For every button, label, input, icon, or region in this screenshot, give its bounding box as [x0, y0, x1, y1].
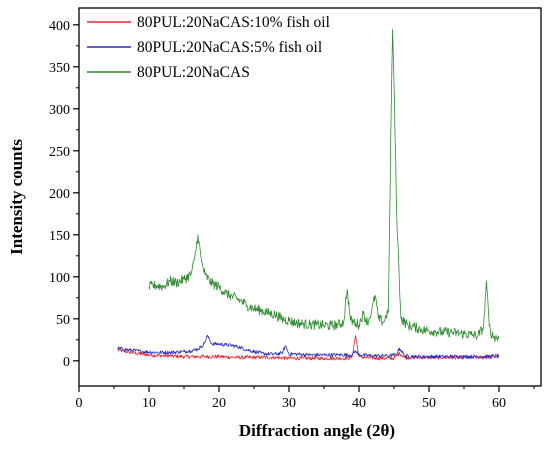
legend-label-1: 80PUL:20NaCAS:10% fish oil — [137, 14, 330, 31]
y-tick-label: 250 — [49, 145, 70, 160]
series-line-1 — [117, 335, 500, 361]
x-tick-label: 10 — [142, 396, 156, 411]
plot-frame — [78, 7, 542, 387]
series-layer — [117, 28, 500, 361]
x-tick-label: 40 — [352, 396, 366, 411]
y-tick-label: 350 — [49, 61, 70, 76]
legend-label-3: 80PUL:20NaCAS — [137, 64, 250, 81]
y-tick-label: 0 — [63, 355, 70, 370]
y-tick-label: 400 — [49, 19, 70, 34]
y-tick-label: 150 — [49, 229, 70, 244]
y-tick-label: 50 — [56, 313, 70, 328]
y-tick-label: 100 — [49, 271, 70, 286]
x-tick-label: 30 — [282, 396, 296, 411]
legend: 80PUL:20NaCAS:10% fish oil 80PUL:20NaCAS:… — [87, 14, 330, 81]
x-ticks: 0 10 20 30 40 50 60 — [76, 386, 535, 411]
x-tick-label: 0 — [76, 396, 83, 411]
x-tick-label: 50 — [422, 396, 436, 411]
y-tick-label: 200 — [49, 187, 70, 202]
y-tick-label: 300 — [49, 103, 70, 118]
x-axis-title: Diffraction angle (2θ) — [239, 421, 395, 440]
y-axis-title: Intensity counts — [7, 139, 26, 255]
y-ticks: 0 50 100 150 200 250 300 350 400 — [49, 19, 79, 370]
series-line-2 — [117, 334, 500, 359]
x-tick-label: 60 — [492, 396, 506, 411]
x-tick-label: 20 — [212, 396, 226, 411]
legend-label-2: 80PUL:20NaCAS:5% fish oil — [137, 39, 322, 56]
series-line-3 — [148, 28, 500, 343]
